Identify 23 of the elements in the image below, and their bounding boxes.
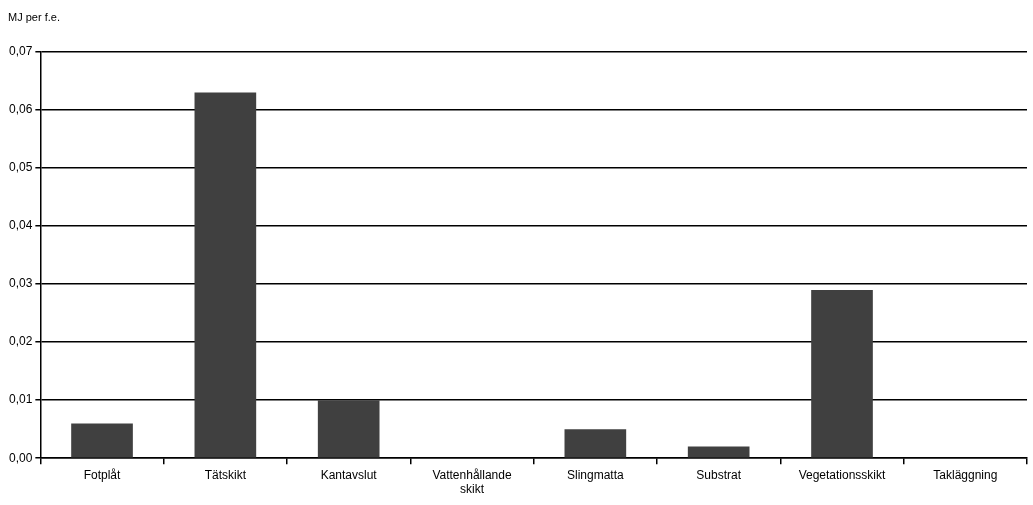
y-axis-title: MJ per f.e. <box>8 10 60 23</box>
x-tick-label: Vattenhållande skikt <box>432 467 512 497</box>
x-tick-label: Fotplåt <box>83 467 122 482</box>
y-tick-label: 0,06 <box>9 102 33 117</box>
y-tick-label: 0,02 <box>9 334 33 349</box>
bar <box>687 446 750 458</box>
y-tick-label: 0,01 <box>9 392 33 407</box>
y-tick-label: 0,00 <box>9 450 33 465</box>
y-tick-label: 0,03 <box>9 276 33 291</box>
y-tick-label: 0,05 <box>9 160 33 175</box>
x-tick-label: Vegetationsskikt <box>798 467 887 482</box>
x-tick-label: Takläggning <box>933 467 998 482</box>
x-tick-label: Kantavslut <box>320 467 378 482</box>
bar <box>564 429 627 458</box>
x-tick-label: Slingmatta <box>566 467 625 482</box>
x-tick-label: Tätskikt <box>204 467 247 482</box>
bar <box>811 289 873 458</box>
bar <box>71 423 133 458</box>
y-tick-label: 0,07 <box>9 44 33 59</box>
bar <box>194 92 257 458</box>
y-tick-label: 0,04 <box>9 218 33 233</box>
bar <box>317 400 380 458</box>
x-tick-label: Substrat <box>696 467 742 482</box>
